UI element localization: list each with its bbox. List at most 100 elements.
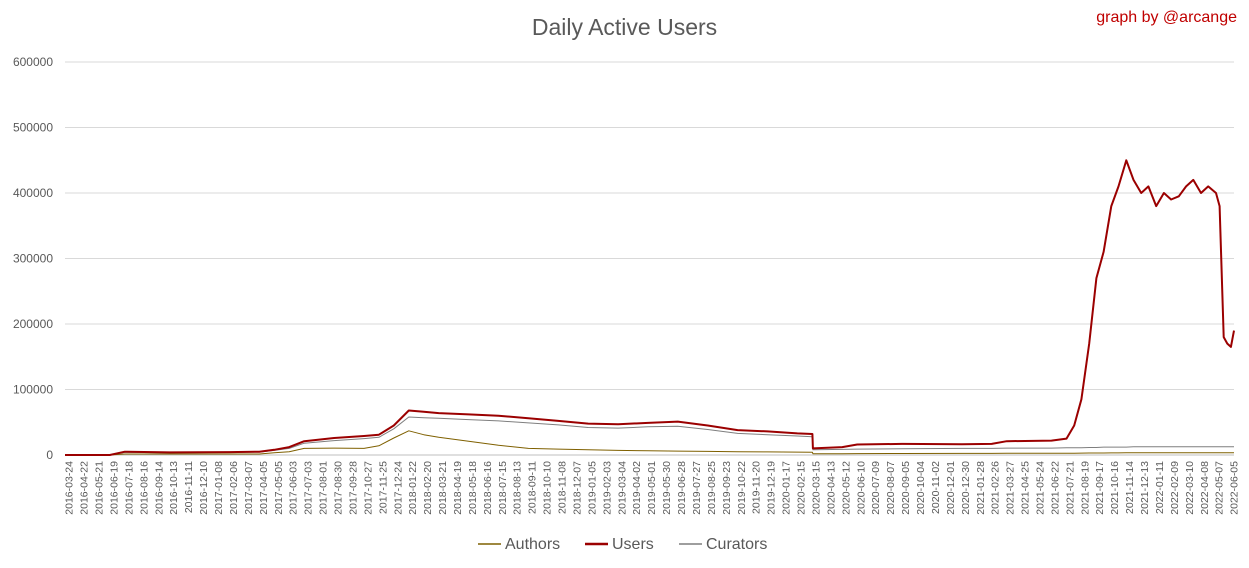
x-tick-label: 2016-10-13 — [168, 461, 180, 515]
x-tick-label: 2018-11-08 — [557, 461, 569, 514]
x-tick-label: 2017-07-03 — [303, 461, 315, 515]
x-tick-label: 2021-09-17 — [1094, 461, 1106, 515]
x-tick-label: 2020-04-13 — [825, 461, 837, 515]
x-tick-label: 2022-05-07 — [1214, 461, 1226, 515]
x-tick-label: 2020-01-17 — [781, 461, 793, 515]
x-tick-label: 2021-08-19 — [1079, 461, 1091, 515]
x-tick-label: 2020-07-09 — [870, 461, 882, 515]
x-tick-label: 2016-07-18 — [123, 461, 135, 515]
x-tick-label: 2021-02-26 — [990, 461, 1002, 515]
x-tick-label: 2019-06-28 — [676, 461, 688, 515]
x-tick-label: 2016-08-16 — [138, 461, 150, 515]
x-tick-label: 2019-08-25 — [706, 461, 718, 515]
x-tick-label: 2017-09-28 — [347, 461, 359, 515]
x-tick-label: 2018-03-21 — [437, 461, 449, 515]
x-tick-label: 2018-01-22 — [407, 461, 419, 515]
x-tick-label: 2018-08-13 — [512, 461, 524, 515]
x-tick-label: 2017-04-05 — [258, 461, 270, 515]
x-tick-label: 2021-07-21 — [1064, 461, 1076, 515]
x-tick-label: 2017-08-01 — [318, 461, 330, 515]
y-tick-label: 400000 — [13, 186, 53, 200]
x-tick-label: 2017-02-06 — [228, 461, 240, 515]
x-tick-label: 2018-10-10 — [542, 461, 554, 515]
x-tick-label: 2020-06-10 — [855, 461, 867, 515]
x-tick-label: 2018-07-15 — [497, 461, 509, 515]
x-tick-label: 2021-10-16 — [1109, 461, 1121, 515]
x-tick-label: 2017-03-07 — [243, 461, 255, 515]
x-tick-label: 2018-09-11 — [527, 461, 539, 514]
x-tick-label: 2019-04-02 — [631, 461, 643, 515]
x-tick-label: 2019-05-01 — [646, 461, 658, 515]
x-tick-label: 2022-04-08 — [1199, 461, 1211, 515]
x-tick-label: 2020-10-04 — [915, 461, 927, 515]
series-line-authors — [65, 430, 1234, 456]
legend: Authors Users Curators — [478, 536, 767, 553]
series-line-users — [65, 159, 1235, 456]
y-axis: 0 100000 200000 300000 400000 500000 600000 — [13, 55, 53, 462]
x-tick-label: 2017-06-03 — [288, 461, 300, 515]
x-axis: 2016-03-24 2016-04-22 2016-05-21 2016-06-19… — [64, 461, 1241, 515]
x-tick-label: 2019-05-30 — [661, 461, 673, 515]
legend-label-users: Users — [612, 536, 654, 553]
chart-title: Daily Active Users — [531, 14, 718, 40]
x-tick-label: 2021-11-14 — [1124, 461, 1136, 514]
x-tick-label: 2022-02-09 — [1169, 461, 1181, 515]
gridlines — [65, 61, 1234, 456]
x-tick-label: 2020-05-12 — [840, 461, 852, 515]
x-tick-label: 2022-06-05 — [1229, 461, 1241, 515]
x-tick-label: 2020-12-01 — [945, 461, 957, 515]
x-tick-label: 2018-06-16 — [482, 461, 494, 515]
x-tick-label: 2017-01-08 — [213, 461, 225, 515]
x-tick-label: 2017-08-30 — [333, 461, 345, 515]
x-tick-label: 2019-01-05 — [586, 461, 598, 515]
x-tick-label: 2020-02-15 — [796, 461, 808, 515]
x-tick-label: 2020-03-15 — [810, 461, 822, 515]
x-tick-label: 2020-11-02 — [930, 461, 942, 514]
x-tick-label: 2021-04-25 — [1020, 461, 1032, 515]
x-tick-label: 2022-01-11 — [1154, 461, 1166, 514]
x-tick-label: 2021-12-13 — [1139, 461, 1151, 515]
x-tick-label: 2018-02-20 — [422, 461, 434, 515]
x-tick-label: 2019-07-27 — [691, 461, 703, 515]
y-tick-label: 600000 — [13, 55, 53, 69]
series-lines — [65, 159, 1235, 456]
x-tick-label: 2021-05-24 — [1035, 461, 1047, 515]
x-tick-label: 2018-05-18 — [467, 461, 479, 515]
y-tick-label: 300000 — [13, 252, 53, 266]
x-tick-label: 2021-03-27 — [1005, 461, 1017, 515]
y-tick-label: 500000 — [13, 121, 53, 135]
series-line-curators — [65, 416, 1234, 456]
x-tick-label: 2016-06-19 — [108, 461, 120, 515]
x-tick-label: 2016-03-24 — [64, 461, 76, 515]
legend-label-authors: Authors — [505, 536, 560, 553]
x-tick-label: 2020-09-05 — [900, 461, 912, 515]
x-tick-label: 2017-11-25 — [377, 461, 389, 514]
x-tick-label: 2016-11-11 — [183, 461, 195, 513]
x-tick-label: 2016-12-10 — [198, 461, 210, 515]
x-tick-label: 2016-09-14 — [153, 461, 165, 515]
x-tick-label: 2017-12-24 — [392, 461, 404, 515]
chart-credit: graph by @arcange — [1096, 9, 1237, 26]
x-tick-label: 2016-04-22 — [79, 461, 91, 515]
legend-label-curators: Curators — [706, 536, 767, 553]
x-tick-label: 2019-03-04 — [616, 461, 628, 515]
x-tick-label: 2020-08-07 — [885, 461, 897, 515]
y-tick-label: 100000 — [13, 383, 53, 397]
x-tick-label: 2017-10-27 — [362, 461, 374, 515]
x-tick-label: 2016-05-21 — [94, 461, 106, 515]
x-tick-label: 2019-10-22 — [736, 461, 748, 515]
x-tick-label: 2020-12-30 — [960, 461, 972, 515]
y-tick-label: 0 — [46, 448, 53, 462]
x-tick-label: 2018-04-19 — [452, 461, 464, 515]
x-tick-label: 2021-06-22 — [1049, 461, 1061, 515]
x-tick-label: 2018-12-07 — [571, 461, 583, 515]
x-tick-label: 2019-12-19 — [766, 461, 778, 515]
x-tick-label: 2017-05-05 — [273, 461, 285, 515]
x-tick-label: 2022-03-10 — [1184, 461, 1196, 515]
x-tick-label: 2019-11-20 — [751, 461, 763, 514]
y-tick-label: 200000 — [13, 317, 53, 331]
x-tick-label: 2019-09-23 — [721, 461, 733, 515]
x-tick-label: 2021-01-28 — [975, 461, 987, 515]
x-tick-label: 2019-02-03 — [601, 461, 613, 515]
